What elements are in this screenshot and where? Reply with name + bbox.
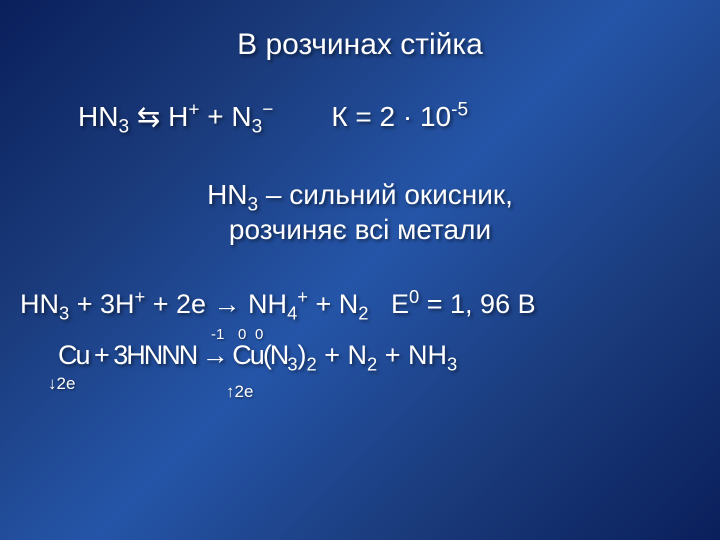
eq1-hn: HN bbox=[78, 101, 118, 132]
eq3-t1: Cu + 3HNNN → Cu(N bbox=[58, 340, 287, 370]
eq1-k-exp: -5 bbox=[451, 100, 468, 121]
annot-left: ↓2e bbox=[48, 374, 75, 394]
eq1-hn-sub: 3 bbox=[118, 117, 129, 138]
eq2-t2-sup: + bbox=[135, 286, 146, 307]
eq1-n-sup: − bbox=[262, 100, 273, 121]
eq1-plus: + bbox=[199, 101, 231, 132]
slide-title: В розчинах стійка bbox=[30, 28, 690, 62]
ox-state-b: 0 bbox=[238, 326, 246, 343]
mid-a-sub: 3 bbox=[248, 195, 259, 216]
eq1-n: N bbox=[231, 101, 251, 132]
equation-copper: Cu + 3HNNN → Cu(N3)2 + N2 + NH3 bbox=[58, 340, 690, 371]
eq2-t1: HN bbox=[20, 289, 59, 319]
equation-reduction: HN3 + 3H+ + 2e → NH4+ + N2 E0 = 1, 96 В bbox=[20, 289, 690, 320]
equation-dissociation: HN3 ⇆ H+ + N3−К = 2 · 10-5 bbox=[78, 100, 690, 133]
mid-text: HN3 – сильний окисник, розчиняє всі мета… bbox=[30, 177, 690, 247]
mid-a-rest: – сильний окисник, bbox=[258, 179, 513, 210]
eq2-t4-sub: 2 bbox=[358, 302, 368, 323]
mid-a: HN bbox=[207, 179, 247, 210]
eq3-t2: ) bbox=[298, 340, 307, 370]
eq1-n-sub: 3 bbox=[252, 117, 263, 138]
eq2-t1-sub: 3 bbox=[59, 302, 69, 323]
equation-copper-wrap: -1 0 0 Cu + 3HNNN → Cu(N3)2 + N2 + NH3 ↓… bbox=[58, 340, 690, 371]
eq3-t4: + NH bbox=[377, 340, 447, 370]
slide: В розчинах стійка HN3 ⇆ H+ + N3−К = 2 · … bbox=[0, 0, 720, 540]
eq3-t4-sub: 2 bbox=[367, 353, 377, 374]
ox-state-c: 0 bbox=[255, 326, 263, 343]
annot-right: ↑2e bbox=[226, 382, 253, 402]
eq3-t3-sub: 2 bbox=[307, 353, 317, 374]
eq1-h: H bbox=[168, 101, 188, 132]
eq2-e: E bbox=[391, 289, 409, 319]
eq3-t5-sub: 3 bbox=[447, 353, 457, 374]
eq2-e-rest: = 1, 96 В bbox=[419, 289, 535, 319]
eq2-t3-sub: 4 bbox=[287, 302, 297, 323]
eq2-t3-sup: + bbox=[297, 286, 308, 307]
eq3-t2-sub: 3 bbox=[287, 353, 297, 374]
mid-b: розчиняє всі метали bbox=[229, 214, 491, 245]
ox-state-a: -1 bbox=[211, 326, 224, 343]
eq2-t2: + 3H bbox=[69, 289, 134, 319]
eq2-e-sup: 0 bbox=[409, 286, 419, 307]
eq2-t4: + N bbox=[308, 289, 358, 319]
eq2-t3: + 2e → NH bbox=[145, 289, 287, 319]
eq1-k: К = 2 · 10 bbox=[331, 101, 451, 132]
eq1-arrow: ⇆ bbox=[137, 101, 160, 132]
eq1-h-sup: + bbox=[188, 100, 199, 121]
eq3-t3: + N bbox=[317, 340, 367, 370]
